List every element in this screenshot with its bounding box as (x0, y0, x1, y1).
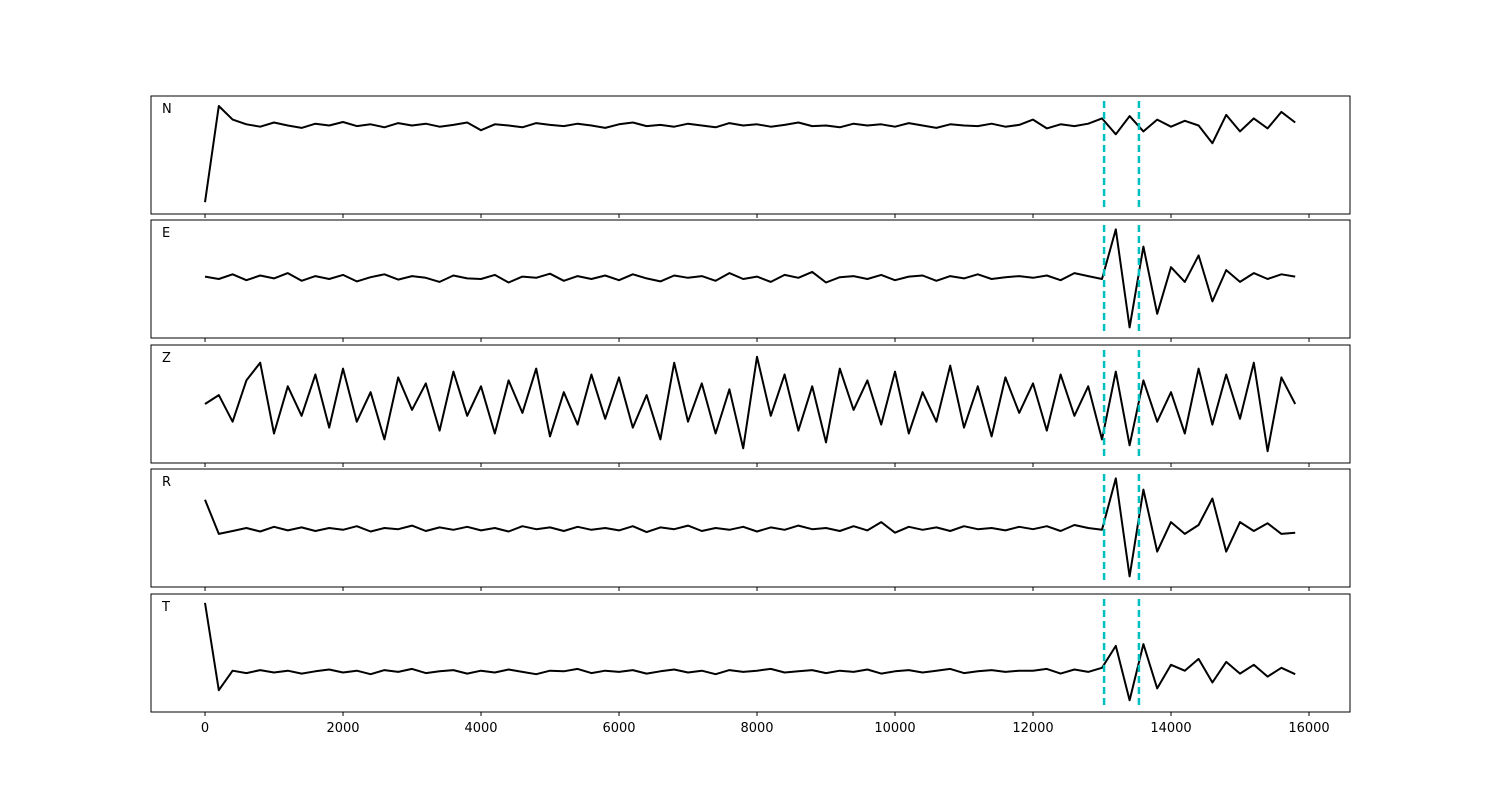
panel-frame (150, 95, 1351, 215)
panel-label: N (162, 102, 172, 117)
panel-R: R (150, 468, 1351, 591)
x-tick-label: 4000 (464, 721, 497, 736)
panel-label: Z (162, 351, 171, 366)
panel-N: N (150, 95, 1351, 218)
panel-label: T (161, 600, 170, 615)
x-tick-label: 6000 (602, 721, 635, 736)
panel-frame (150, 593, 1351, 713)
panel-frame (150, 219, 1351, 339)
panel-label: E (162, 226, 170, 241)
x-tick-label: 2000 (326, 721, 359, 736)
x-tick-label: 10000 (874, 721, 915, 736)
x-tick-label: 14000 (1150, 721, 1191, 736)
panel-E: E (150, 219, 1351, 342)
x-tick-label: 0 (201, 721, 209, 736)
panel-T: T 0 2000 4000 6000 8000 10000 12000 14000 16000 (150, 593, 1351, 736)
trace-T (204, 602, 1296, 702)
trace-N (204, 105, 1296, 203)
trace-E (204, 228, 1296, 329)
trace-Z (204, 355, 1297, 453)
panel-frame (150, 344, 1351, 464)
x-tick-label: 16000 (1288, 721, 1329, 736)
trace-R (204, 477, 1296, 578)
x-tick-label: 12000 (1012, 721, 1053, 736)
x-tick-label: 8000 (740, 721, 773, 736)
panel-label: R (162, 475, 171, 490)
panel-Z: Z (150, 344, 1351, 467)
panel-frame (150, 468, 1351, 588)
